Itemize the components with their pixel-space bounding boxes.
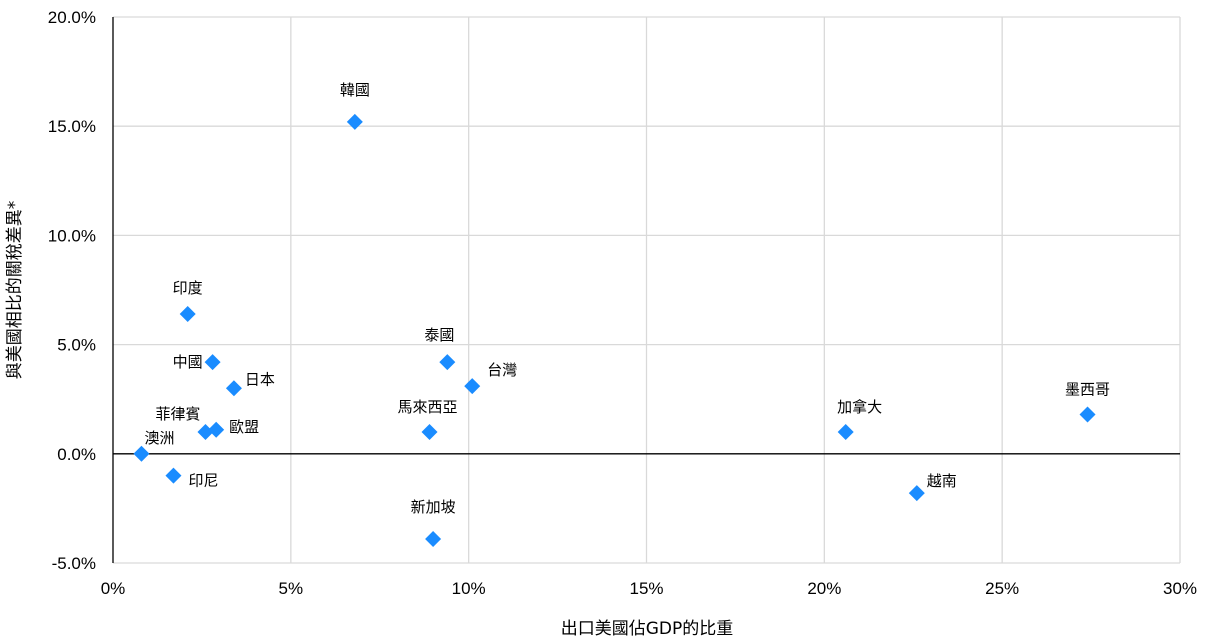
axes (112, 17, 1180, 563)
point-label: 越南 (927, 472, 957, 490)
point-label: 台灣 (487, 361, 517, 379)
point-label: 韓國 (340, 81, 370, 99)
grid-lines (113, 16, 1181, 564)
scatter-point (133, 445, 150, 462)
point-label: 印尼 (188, 472, 218, 490)
x-axis-title: 出口美國佔GDP的比重 (561, 619, 734, 639)
x-tick-label: 5% (279, 579, 304, 598)
point-label: 菲律賓 (155, 405, 200, 423)
scatter-point (425, 530, 442, 547)
point-label: 中國 (173, 353, 203, 371)
scatter-point (225, 380, 242, 397)
y-tick-label: 15.0% (48, 117, 96, 136)
y-tick-label: -5.0% (52, 554, 96, 573)
x-tick-label: 10% (452, 579, 486, 598)
scatter-point (179, 306, 196, 323)
x-tick-label: 25% (985, 579, 1019, 598)
y-tick-label: 10.0% (48, 226, 96, 245)
point-label: 墨西哥 (1065, 380, 1110, 398)
y-axis-title: 與美國相比的關稅差異* (5, 201, 25, 380)
point-label: 加拿大 (837, 398, 882, 416)
scatter-point (197, 423, 214, 440)
scatter-point (464, 378, 481, 395)
x-tick-label: 0% (101, 579, 126, 598)
x-tick-label: 15% (629, 579, 663, 598)
scatter-point (165, 467, 182, 484)
tick-labels: 0% 5% 10% 15% 20% 25% 30% 20.0% 15.0% 10.0% 5.0% 0.… (48, 8, 1197, 598)
data-points (133, 113, 1096, 547)
point-label: 日本 (245, 370, 275, 388)
scatter-point (908, 485, 925, 502)
scatter-point (208, 421, 225, 438)
point-label: 馬來西亞 (398, 398, 458, 416)
scatter-point (346, 113, 363, 130)
y-tick-label: 0.0% (57, 445, 96, 464)
point-label: 泰國 (424, 326, 454, 344)
scatter-point (837, 423, 854, 440)
x-tick-label: 20% (807, 579, 841, 598)
scatter-point (204, 354, 221, 371)
scatter-point (1079, 406, 1096, 423)
point-label: 印度 (173, 279, 203, 297)
x-tick-label: 30% (1163, 579, 1197, 598)
y-tick-label: 5.0% (57, 336, 96, 355)
scatter-point (439, 354, 456, 371)
point-label: 新加坡 (411, 498, 456, 516)
point-label: 澳洲 (144, 429, 174, 447)
point-label: 歐盟 (229, 418, 259, 436)
y-tick-label: 20.0% (48, 8, 96, 27)
scatter-point (421, 423, 438, 440)
